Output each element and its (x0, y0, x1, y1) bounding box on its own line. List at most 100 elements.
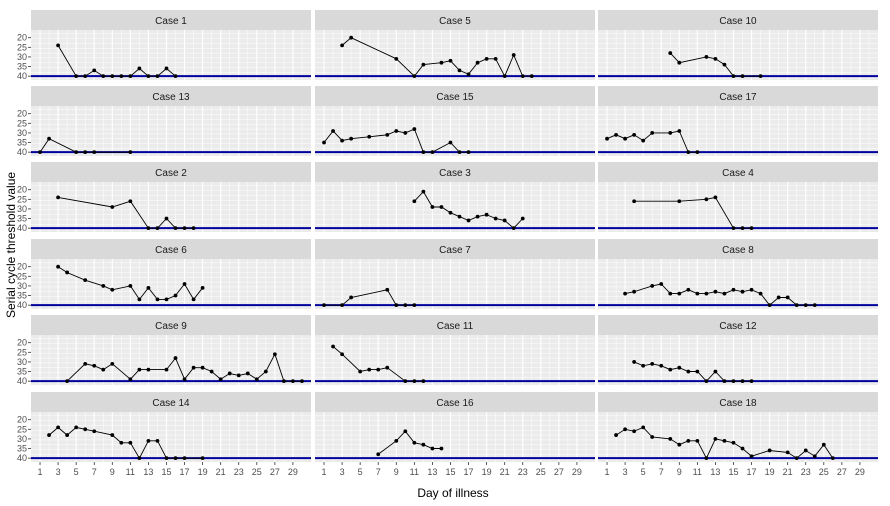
x-tick-label: 3 (340, 467, 345, 477)
data-point (704, 456, 709, 461)
data-point (254, 377, 259, 382)
data-point (182, 456, 187, 461)
facet-case-7: Case 7 (315, 239, 595, 309)
data-point (650, 435, 655, 439)
y-tick-label: 25 (17, 42, 27, 52)
x-tick-label: 25 (252, 467, 262, 477)
data-point (155, 226, 160, 231)
x-tick-label: 15 (445, 467, 455, 477)
data-point (677, 291, 682, 296)
facet-label: Case 9 (155, 321, 187, 332)
data-point (722, 379, 727, 384)
y-tick-label: 40 (17, 71, 27, 81)
x-tick-label: 21 (500, 467, 510, 477)
data-point (403, 429, 408, 434)
data-point (650, 361, 655, 366)
data-point (421, 189, 426, 194)
data-point (502, 74, 507, 79)
panel-background (31, 259, 311, 309)
facet-case-10: Case 10 (598, 10, 878, 80)
facet-label: Case 16 (436, 398, 474, 409)
data-point (245, 371, 250, 376)
data-point (92, 363, 97, 368)
data-point (367, 134, 372, 139)
data-point (632, 132, 637, 137)
data-point (794, 303, 799, 308)
x-tick-label: 7 (659, 467, 664, 477)
facet-strip (598, 315, 878, 335)
data-point (632, 429, 637, 434)
data-point (137, 456, 142, 461)
panel-background (598, 259, 878, 309)
data-point (394, 303, 399, 308)
data-point (686, 369, 691, 374)
x-tick-label: 27 (837, 467, 847, 477)
data-point (439, 60, 444, 65)
data-point (110, 361, 115, 366)
y-tick-label: 40 (17, 147, 27, 157)
data-point (421, 379, 426, 384)
data-point (632, 199, 637, 204)
data-point (340, 43, 344, 48)
data-point (605, 136, 609, 141)
y-tick-label: 30 (17, 281, 27, 291)
facet-strip (315, 10, 595, 30)
data-point (484, 56, 489, 61)
data-point (776, 295, 781, 300)
data-point (128, 74, 133, 79)
data-point (421, 62, 426, 67)
y-tick-label: 35 (17, 444, 27, 454)
data-point (182, 226, 187, 231)
x-tick-label: 17 (180, 467, 190, 477)
facet-label: Case 6 (155, 245, 187, 256)
data-point (457, 150, 462, 155)
data-point (448, 140, 453, 145)
data-point (475, 60, 480, 65)
data-point (146, 438, 151, 443)
data-point (38, 150, 42, 155)
data-point (650, 284, 655, 288)
data-point (520, 216, 525, 221)
data-point (83, 74, 88, 79)
facet-label: Case 2 (155, 168, 187, 179)
data-point (412, 199, 417, 204)
panel-background (315, 412, 595, 462)
data-point (65, 379, 70, 384)
data-point (668, 51, 673, 55)
x-tick-label: 1 (605, 467, 610, 477)
data-point (164, 297, 169, 302)
data-point (200, 285, 205, 290)
data-point (349, 295, 354, 300)
x-tick-label: 11 (126, 467, 135, 477)
data-point (475, 214, 480, 219)
x-tick-label: 13 (427, 467, 437, 477)
y-tick-label: 25 (17, 194, 27, 204)
data-point (300, 379, 304, 384)
data-point (367, 367, 372, 372)
data-point (47, 136, 51, 141)
facet-strip (598, 392, 878, 412)
data-point (146, 285, 151, 290)
data-point (731, 74, 736, 79)
x-tick-label: 17 (464, 467, 474, 477)
panel-background (31, 412, 311, 462)
data-point (128, 377, 133, 382)
data-point (385, 365, 390, 370)
data-point (263, 369, 268, 374)
data-point (749, 287, 754, 292)
data-point (623, 427, 627, 432)
data-point (731, 379, 736, 384)
data-point (713, 369, 718, 374)
data-point (155, 438, 160, 443)
data-point (376, 367, 381, 372)
data-point (511, 226, 516, 231)
y-tick-label: 30 (17, 52, 27, 62)
data-point (632, 289, 637, 294)
data-point (403, 379, 408, 384)
data-point (623, 291, 627, 296)
x-tick-label: 15 (728, 467, 738, 477)
x-tick-label: 19 (198, 467, 208, 477)
data-point (173, 356, 178, 360)
